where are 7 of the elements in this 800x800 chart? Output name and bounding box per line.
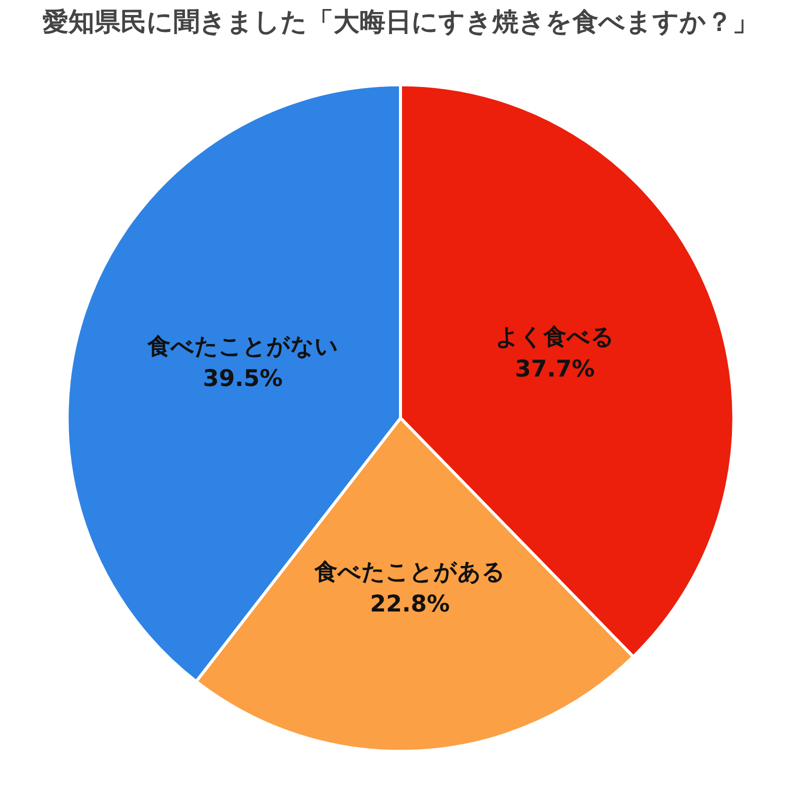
slice-label: よく食べる	[495, 324, 614, 351]
data-label: 37.7%	[514, 356, 595, 383]
chart-title: 愛知県民に聞きました「大晦日にすき焼きを食べますか？」	[42, 8, 758, 38]
data-label: 22.8%	[370, 592, 450, 618]
slice-label: 食べたことがない	[146, 334, 338, 360]
slice-label: 食べたことがある	[313, 560, 506, 586]
data-label: 39.5%	[202, 366, 283, 392]
